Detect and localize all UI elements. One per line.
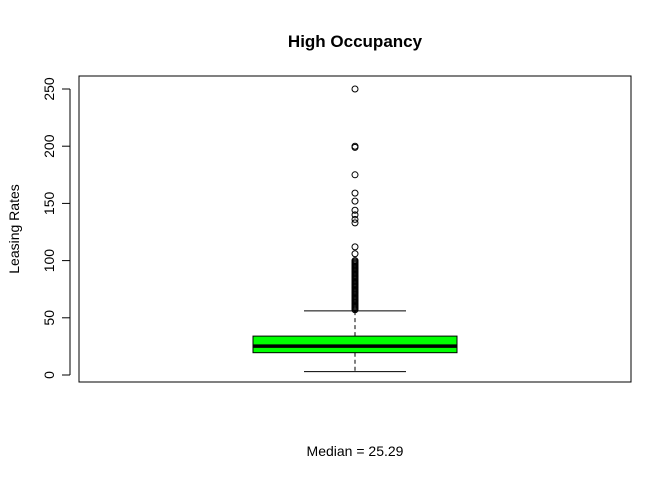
outlier-point (351, 243, 359, 251)
outlier-point (351, 189, 359, 197)
outlier-point (351, 257, 359, 265)
outlier-point (351, 206, 359, 214)
chart-title: High Occupancy (288, 32, 423, 51)
outlier-point (351, 211, 359, 219)
y-tick-label: 100 (41, 249, 57, 273)
y-tick-label: 150 (41, 192, 57, 216)
box-group (252, 85, 458, 373)
outlier-point (351, 250, 359, 258)
y-tick-label: 200 (41, 134, 57, 158)
outlier-point (351, 197, 359, 205)
outlier-point (351, 171, 359, 179)
y-axis: 0 50 100 150 200 250 (41, 77, 71, 379)
outlier-point (351, 85, 359, 93)
y-tick-label: 0 (41, 371, 57, 379)
y-axis-label: Leasing Rates (6, 184, 22, 274)
outlier-point (351, 142, 359, 150)
outlier-point (351, 219, 359, 227)
y-tick-label: 50 (41, 310, 57, 326)
y-tick-label: 250 (41, 77, 57, 101)
x-axis-label: Median = 25.29 (307, 443, 404, 459)
outlier-point (351, 215, 359, 223)
plot-frame (78, 75, 632, 383)
